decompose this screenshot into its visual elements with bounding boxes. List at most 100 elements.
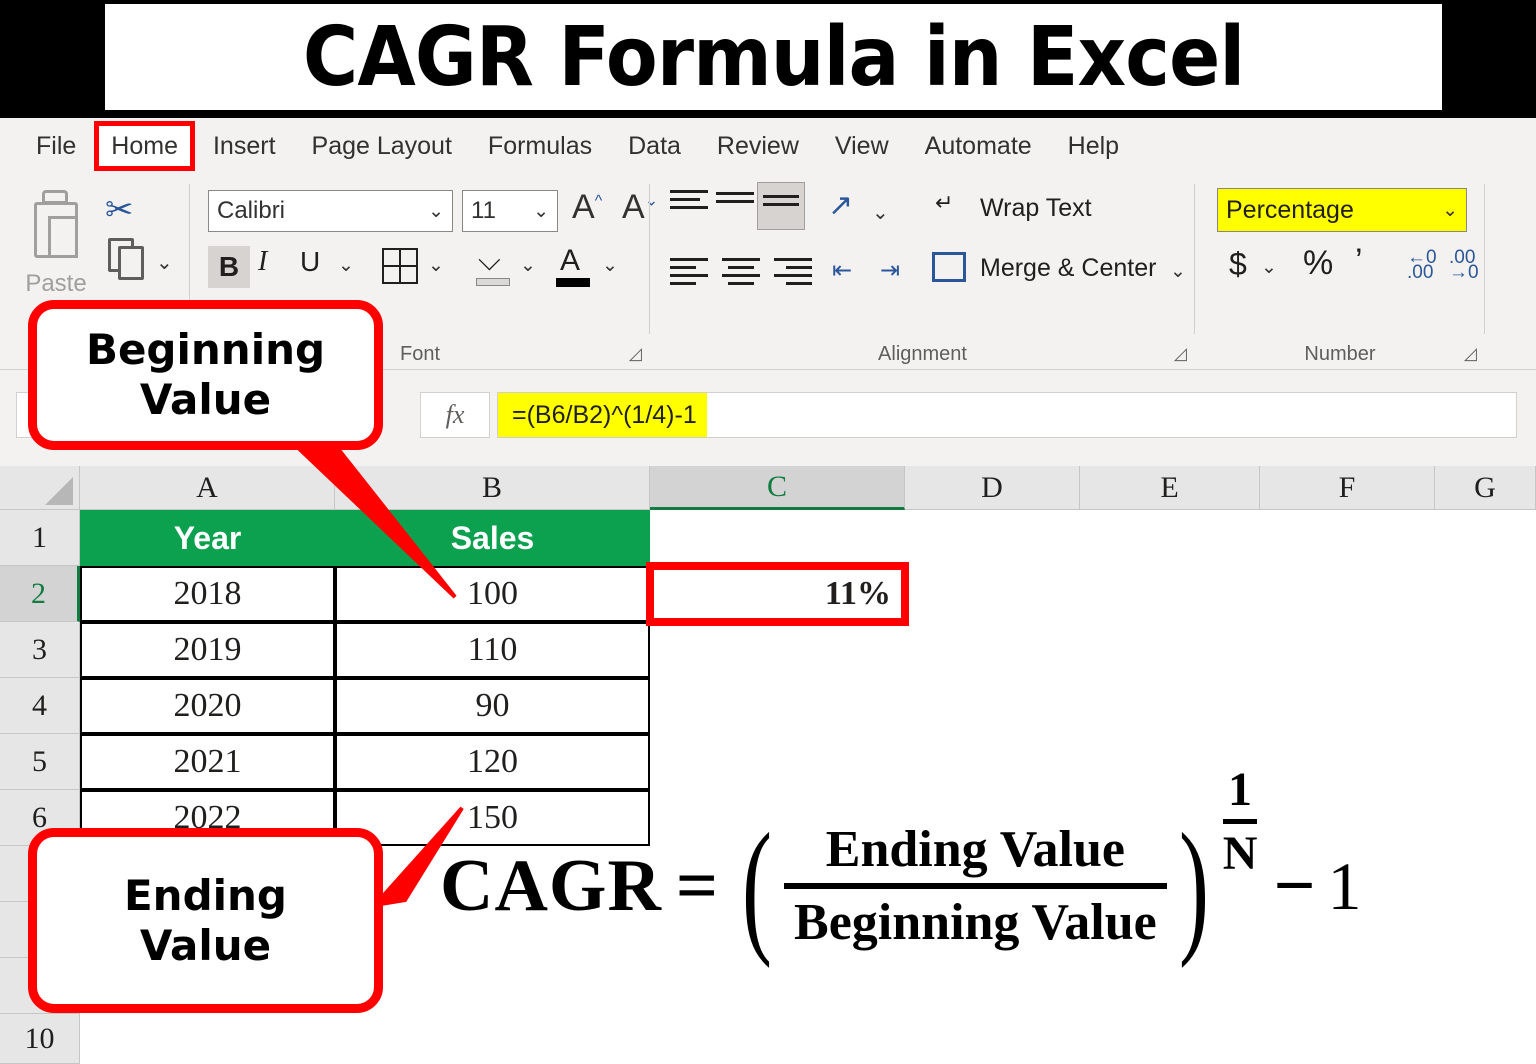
- paste-button-label[interactable]: Paste: [25, 270, 87, 297]
- cell-b3[interactable]: 110: [335, 622, 650, 678]
- number-format-chevron-down-icon[interactable]: ⌄: [1442, 199, 1458, 221]
- cagr-numerator: Ending Value: [825, 821, 1125, 878]
- increase-font-size-icon[interactable]: A^: [572, 188, 602, 227]
- cell-a3[interactable]: 2019: [80, 622, 335, 678]
- cagr-exponent-numerator: 1: [1228, 763, 1253, 816]
- font-name-chevron-down-icon[interactable]: ⌄: [428, 200, 444, 222]
- currency-chevron-down-icon[interactable]: ⌄: [1261, 257, 1277, 278]
- align-top-icon[interactable]: [670, 190, 708, 214]
- row-header-10[interactable]: 10: [0, 1014, 80, 1064]
- merge-center-chevron-down-icon[interactable]: ⌄: [1170, 261, 1186, 282]
- row-header-2[interactable]: 2: [0, 566, 80, 622]
- orientation-chevron-down-icon[interactable]: ⌄: [872, 202, 889, 224]
- increase-indent-icon[interactable]: ⇥: [880, 257, 901, 284]
- number-format-select[interactable]: Percentage ⌄: [1217, 188, 1467, 232]
- fill-color-chevron-down-icon[interactable]: ⌄: [520, 255, 536, 276]
- row-header-3[interactable]: 3: [0, 622, 80, 678]
- cell-c2-result[interactable]: 11%: [650, 566, 905, 622]
- merge-center-label[interactable]: Merge & Center: [980, 254, 1157, 282]
- cell-b4[interactable]: 90: [335, 678, 650, 734]
- italic-button[interactable]: I: [258, 246, 268, 277]
- tab-help[interactable]: Help: [1067, 132, 1120, 160]
- fill-color-icon[interactable]: ⌵: [478, 244, 501, 277]
- tab-insert[interactable]: Insert: [212, 132, 276, 160]
- column-header-a[interactable]: A: [80, 466, 335, 510]
- decrease-decimal-icon[interactable]: .00 →0: [1449, 247, 1479, 283]
- align-middle-icon[interactable]: [716, 192, 754, 208]
- cell-a2[interactable]: 2018: [80, 566, 335, 622]
- number-dialog-launcher-icon[interactable]: ◿: [1463, 344, 1477, 363]
- font-size-value: 11: [471, 197, 496, 224]
- wrap-text-icon[interactable]: ↵: [935, 190, 954, 215]
- bold-button[interactable]: B: [208, 246, 250, 288]
- font-color-chevron-down-icon[interactable]: ⌄: [602, 255, 618, 276]
- tab-file[interactable]: File: [36, 132, 77, 160]
- decrease-font-size-icon[interactable]: A⌄: [622, 188, 658, 227]
- shrink-font-letter: A: [622, 188, 645, 226]
- alignment-dialog-launcher-icon[interactable]: ◿: [1173, 344, 1187, 363]
- cagr-close-paren: ): [1178, 802, 1209, 969]
- align-center-icon[interactable]: [722, 258, 760, 290]
- font-dialog-launcher-icon[interactable]: ◿: [628, 344, 642, 363]
- font-size-input[interactable]: 11 ⌄: [462, 190, 558, 232]
- column-header-d[interactable]: D: [905, 466, 1080, 510]
- column-header-c[interactable]: C: [650, 466, 905, 510]
- row-header-1[interactable]: 1: [0, 510, 80, 566]
- column-header-f[interactable]: F: [1260, 466, 1435, 510]
- align-left-icon[interactable]: [670, 258, 708, 290]
- select-all-button[interactable]: [0, 466, 80, 510]
- copy-icon[interactable]: [108, 238, 148, 280]
- tab-formulas[interactable]: Formulas: [487, 132, 593, 160]
- tab-data[interactable]: Data: [628, 132, 681, 160]
- callout-beginning-value: Beginning Value: [28, 300, 383, 450]
- tab-page-layout[interactable]: Page Layout: [311, 132, 452, 160]
- callout-ending-value: Ending Value: [28, 828, 383, 1013]
- cell-b2[interactable]: 100: [335, 566, 650, 622]
- cell-a1-year[interactable]: Year: [80, 510, 335, 566]
- merge-center-icon[interactable]: [932, 252, 966, 282]
- align-bottom-button[interactable]: [757, 182, 805, 230]
- tab-home[interactable]: Home: [94, 121, 195, 171]
- insert-function-icon[interactable]: fx: [420, 392, 490, 438]
- tab-review[interactable]: Review: [716, 132, 799, 160]
- cut-icon[interactable]: ✂: [105, 191, 134, 229]
- underline-button[interactable]: U: [300, 246, 321, 277]
- ribbon-group-font: Calibri ⌄ 11 ⌄ A^ A⌄ B I U ⌄ ⌄ ⌵ ⌄ A: [190, 174, 658, 370]
- align-right-icon[interactable]: [774, 258, 812, 290]
- font-name-input[interactable]: Calibri ⌄: [208, 190, 453, 232]
- percent-style-icon[interactable]: %: [1303, 244, 1334, 282]
- borders-icon[interactable]: [382, 248, 418, 284]
- tab-automate[interactable]: Automate: [924, 132, 1032, 160]
- formula-input[interactable]: =(B6/B2)^(1/4)-1: [497, 392, 1517, 438]
- comma-style-icon[interactable]: ’: [1355, 242, 1363, 280]
- increase-decimal-icon[interactable]: ←0.00: [1407, 247, 1437, 283]
- currency-format-icon[interactable]: $: [1229, 246, 1247, 282]
- font-color-icon[interactable]: A: [560, 244, 581, 277]
- cell-b5[interactable]: 120: [335, 734, 650, 790]
- font-size-chevron-down-icon[interactable]: ⌄: [533, 200, 549, 222]
- ribbon-group-number: Percentage ⌄ $ ⌄ % ’ ←0.00 .00 →0 Number …: [1195, 174, 1485, 370]
- decrease-indent-icon[interactable]: ⇤: [832, 257, 853, 284]
- group-divider: [1194, 184, 1195, 334]
- column-header-e[interactable]: E: [1080, 466, 1260, 510]
- row-header-5[interactable]: 5: [0, 734, 80, 790]
- cagr-formula: CAGR = ( Ending Value Beginning Value ) …: [440, 763, 1362, 969]
- grow-caret-icon: ^: [594, 192, 603, 210]
- tab-view[interactable]: View: [834, 132, 889, 160]
- column-header-b[interactable]: B: [335, 466, 650, 510]
- copy-chevron-down-icon[interactable]: ⌄: [156, 252, 173, 274]
- wrap-text-label[interactable]: Wrap Text: [980, 194, 1092, 222]
- orientation-icon[interactable]: ↗: [828, 189, 854, 222]
- underline-chevron-down-icon[interactable]: ⌄: [338, 255, 354, 276]
- cagr-label: CAGR: [440, 844, 662, 927]
- cell-a5[interactable]: 2021: [80, 734, 335, 790]
- borders-chevron-down-icon[interactable]: ⌄: [428, 255, 444, 276]
- cell-b1-sales[interactable]: Sales: [335, 510, 650, 566]
- cagr-open-paren: (: [742, 802, 773, 969]
- row-header-4[interactable]: 4: [0, 678, 80, 734]
- cagr-fraction-bar: [784, 883, 1167, 889]
- paste-icon[interactable]: [28, 190, 84, 260]
- cagr-minus-sign: −: [1273, 844, 1316, 927]
- column-header-g[interactable]: G: [1435, 466, 1536, 510]
- cell-a4[interactable]: 2020: [80, 678, 335, 734]
